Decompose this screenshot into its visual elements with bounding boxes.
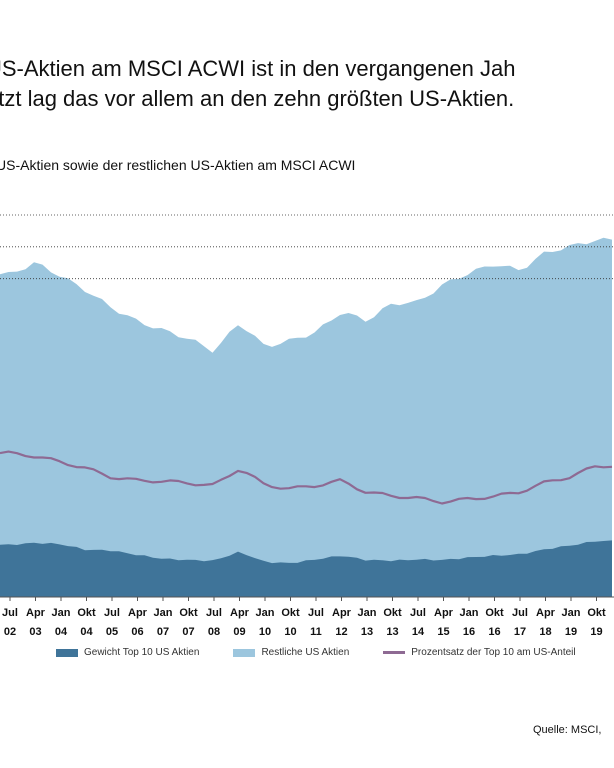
x-tick-year: 07 [182, 626, 194, 638]
x-tick-month: Jul [104, 607, 120, 619]
x-tick-year: 16 [488, 626, 500, 638]
chart-title-line-2: etzt lag das vor allem an den zehn größt… [0, 86, 515, 111]
legend-label-share: Prozentsatz der Top 10 am US-Anteil [411, 647, 576, 658]
x-tick-year: 17 [514, 626, 526, 638]
x-tick-month: Jul [410, 607, 426, 619]
x-tick-year: 14 [412, 626, 425, 638]
x-tick-month: Apr [230, 607, 250, 619]
x-tick-month: Jul [512, 607, 528, 619]
x-tick-year: 05 [106, 626, 118, 638]
x-tick-month: Jan [154, 607, 173, 619]
x-tick-month: Okt [77, 607, 96, 619]
x-tick-month: Okt [383, 607, 402, 619]
x-tick-year: 15 [437, 626, 449, 638]
legend-swatch-share [383, 651, 406, 654]
x-tick-year: 12 [335, 626, 347, 638]
x-tick-year: 18 [539, 626, 551, 638]
legend-item-rest: Restliche US Aktien [233, 647, 349, 658]
x-tick-month: Apr [536, 607, 556, 619]
x-tick-month: Apr [332, 607, 352, 619]
x-tick-year: 07 [157, 626, 169, 638]
legend-swatch-top10 [56, 648, 78, 657]
x-tick-month: Jan [52, 607, 71, 619]
x-tick-month: Jan [358, 607, 377, 619]
chart-title-line-1: US-Aktien am MSCI ACWI ist in den vergan… [0, 56, 516, 81]
x-tick-year: 13 [361, 626, 373, 638]
x-tick-month: Okt [179, 607, 198, 619]
x-tick-month: Okt [281, 607, 300, 619]
x-tick-month: Okt [485, 607, 504, 619]
x-tick-month: Jul [206, 607, 222, 619]
legend-swatch-rest [233, 648, 256, 657]
x-tick-year: 06 [131, 626, 143, 638]
chart-subtitle: US-Aktien sowie der restlichen US-Aktien… [0, 157, 356, 173]
x-tick-month: Jan [460, 607, 479, 619]
x-tick-year: 03 [29, 626, 41, 638]
x-tick-year: 10 [259, 626, 271, 638]
x-tick-month: Apr [26, 607, 46, 619]
legend-label-rest: Restliche US Aktien [261, 647, 350, 658]
x-tick-month: Jan [256, 607, 275, 619]
area-restliche-us-aktien [0, 237, 612, 597]
x-tick-month: Jul [308, 607, 324, 619]
x-tick-month: Jul [2, 607, 18, 619]
x-tick-month: Okt [587, 607, 606, 619]
x-tick-year: 02 [4, 626, 16, 638]
x-tick-year: 19 [565, 626, 577, 638]
x-tick-year: 10 [284, 626, 296, 638]
x-tick-month: Apr [434, 607, 454, 619]
x-tick-year: 16 [463, 626, 475, 638]
x-tick-year: 09 [233, 626, 245, 638]
x-tick-year: 04 [80, 626, 93, 638]
legend-label-top10: Gewicht Top 10 US Aktien [84, 647, 200, 658]
chart-legend: Gewicht Top 10 US Aktien Restliche US Ak… [56, 647, 610, 658]
legend-item-share: Prozentsatz der Top 10 am US-Anteil [383, 647, 576, 658]
x-tick-year: 19 [590, 626, 602, 638]
x-tick-month: Jan [562, 607, 581, 619]
x-tick-year: 04 [55, 626, 68, 638]
line-prozentsatz-top10 [0, 450, 613, 505]
x-tick-month: Apr [128, 607, 148, 619]
x-tick-year: 11 [310, 626, 322, 638]
source-note: Quelle: MSCI, [533, 724, 602, 736]
x-tick-year: 13 [386, 626, 398, 638]
x-tick-year: 08 [208, 626, 220, 638]
stacked-area-chart: Jul 02 Apr 03 Jan 04 Okt 04 Jul 05 Apr 06 Jan 07 Okt 07… [0, 214, 614, 638]
area-top10-us-aktien [0, 540, 612, 597]
legend-item-top10: Gewicht Top 10 US Aktien [56, 647, 199, 658]
